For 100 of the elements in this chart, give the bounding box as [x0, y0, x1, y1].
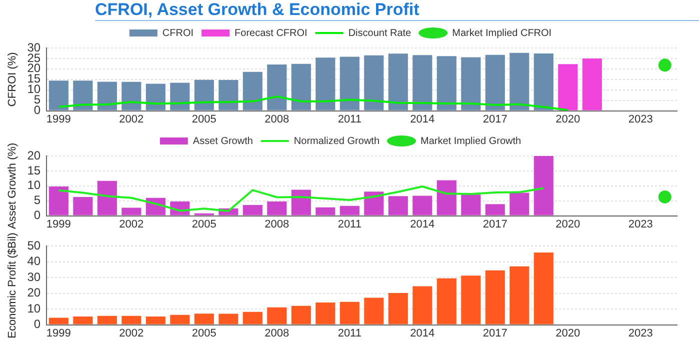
bar — [534, 53, 554, 110]
bar — [340, 56, 360, 110]
bar — [242, 72, 262, 110]
bar — [558, 64, 578, 110]
bar — [485, 54, 505, 110]
bar — [97, 180, 117, 216]
bar — [291, 306, 311, 324]
legend-label: Discount Rate — [348, 28, 412, 39]
bar — [534, 156, 554, 216]
x-tick-label: 2017 — [482, 218, 508, 230]
y-tick-label: 30 — [27, 270, 41, 284]
y-tick-label: 50 — [27, 238, 41, 253]
y-tick-label: 20 — [27, 286, 41, 300]
x-tick-label: 2023 — [628, 113, 653, 126]
bar — [97, 82, 117, 110]
bar — [122, 82, 142, 110]
bar — [461, 57, 481, 110]
bar — [461, 276, 481, 324]
bar — [122, 316, 142, 324]
x-tick-label: 2005 — [192, 218, 216, 230]
x-tick-label: 2020 — [556, 113, 580, 126]
bar — [485, 204, 505, 216]
bar — [267, 64, 287, 110]
x-tick-label: 2005 — [192, 113, 216, 126]
bar — [316, 58, 336, 110]
x-tick-label: 2023 — [628, 218, 653, 230]
bar — [48, 318, 68, 324]
bar — [73, 80, 93, 110]
bar — [48, 80, 68, 110]
bar — [48, 186, 68, 216]
legend-label: Asset Growth — [192, 136, 253, 147]
bar — [340, 302, 360, 324]
bar — [340, 206, 360, 216]
bar — [170, 82, 190, 110]
bar — [412, 55, 432, 110]
y-tick-label: 10 — [27, 178, 41, 192]
y-tick-label: 20 — [27, 148, 41, 162]
bar — [412, 286, 432, 324]
x-tick-label: 2014 — [410, 113, 435, 126]
bar — [218, 314, 238, 324]
bar — [388, 293, 408, 324]
y-tick-label: 10 — [27, 301, 41, 316]
legend-label: Forecast CFROI — [234, 28, 308, 39]
bar — [316, 302, 336, 324]
x-tick-label: 2002 — [119, 327, 144, 340]
x-tick-label: 2011 — [338, 327, 362, 340]
legend-label: Market Implied Growth — [420, 136, 522, 147]
legend-label: CFROI — [162, 28, 194, 39]
bar — [461, 194, 481, 216]
bar — [364, 298, 384, 324]
x-tick-label: 2014 — [410, 327, 435, 340]
x-tick-label: 2008 — [264, 218, 290, 230]
bar — [146, 316, 166, 324]
x-tick-label: 2017 — [482, 327, 508, 340]
y-tick-label: 0 — [34, 317, 41, 332]
bar — [73, 196, 93, 216]
legend-label: Normalized Growth — [294, 136, 380, 147]
x-tick-label: 2008 — [264, 327, 290, 340]
x-tick-label: 1999 — [46, 113, 71, 126]
y-axis-title: CFROI (%) — [6, 52, 19, 107]
bar — [412, 196, 432, 216]
y-tick-label: 15 — [27, 163, 41, 178]
bar — [534, 252, 554, 324]
bar — [388, 54, 408, 110]
bar — [73, 316, 93, 324]
bar — [267, 201, 287, 216]
x-tick-label: 2002 — [119, 113, 144, 126]
bar — [170, 314, 190, 324]
bar — [436, 56, 456, 110]
bar — [316, 207, 336, 216]
bar — [291, 64, 311, 110]
x-tick-label: 1999 — [46, 218, 71, 230]
bar — [364, 192, 384, 216]
bar — [436, 278, 456, 324]
bar — [146, 84, 166, 110]
x-tick-label: 2002 — [119, 218, 144, 230]
x-tick-label: 2011 — [338, 113, 362, 126]
chart-title: CFROI, Asset Growth & Economic Profit — [95, 0, 420, 20]
bar — [97, 316, 117, 324]
bar — [291, 190, 311, 216]
x-tick-label: 2020 — [556, 218, 580, 230]
bar — [510, 52, 530, 110]
y-axis-title: Economic Profit ($Bil) — [6, 232, 19, 338]
x-tick-label: 2020 — [556, 327, 580, 340]
bar — [122, 208, 142, 216]
y-tick-label: 5 — [34, 193, 41, 208]
x-tick-label: 2008 — [264, 113, 290, 126]
y-tick-label: 40 — [27, 254, 41, 268]
bar — [510, 192, 530, 216]
x-tick-label: 1999 — [46, 327, 71, 340]
bar — [194, 80, 214, 110]
bar — [364, 55, 384, 110]
x-tick-label: 2005 — [192, 327, 216, 340]
bar — [510, 266, 530, 324]
bar — [267, 307, 287, 324]
bar — [582, 58, 602, 110]
bar — [242, 205, 262, 216]
x-tick-label: 2011 — [338, 218, 362, 230]
y-tick-label: 0 — [34, 208, 41, 222]
x-tick-label: 2023 — [628, 327, 653, 340]
